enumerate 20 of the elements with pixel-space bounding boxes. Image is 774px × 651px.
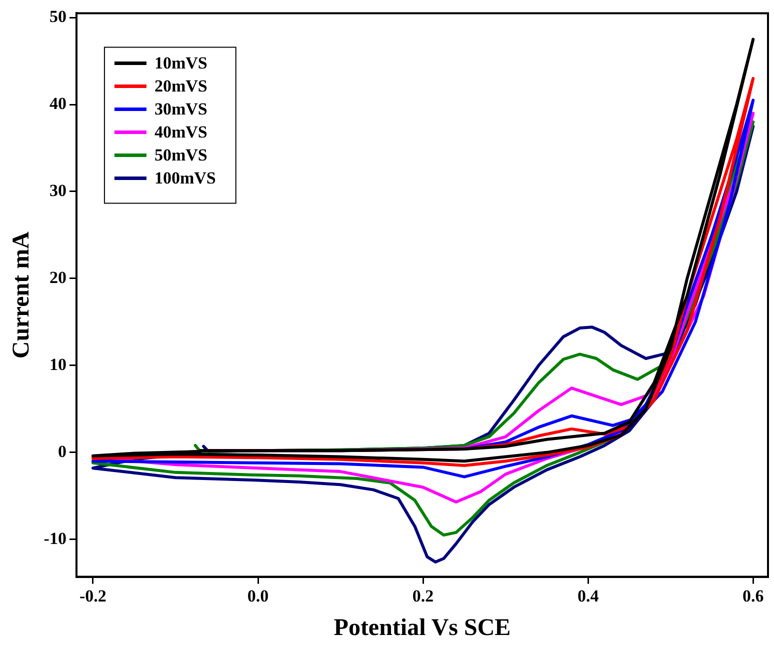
legend-label: 50mVS: [154, 146, 208, 165]
y-tick-label: -10: [44, 528, 66, 548]
y-tick-label: 10: [49, 354, 66, 374]
y-tick-label: 30: [49, 180, 66, 200]
x-tick-label: 0.0: [247, 586, 269, 606]
x-tick-label: -0.2: [80, 586, 106, 606]
legend-label: 30mVS: [154, 100, 208, 119]
y-tick-label: 40: [49, 94, 66, 113]
y-axis-title: Current mA: [8, 230, 35, 358]
y-tick-label: 20: [49, 268, 66, 287]
legend-label: 10mVS: [154, 54, 208, 73]
x-tick-label: 0.2: [412, 586, 434, 606]
x-axis-title: Potential Vs SCE: [334, 614, 511, 641]
y-tick-label: 0: [58, 442, 66, 461]
x-tick-label: 0.4: [577, 586, 600, 606]
y-tick-label: 50: [49, 6, 66, 26]
legend-label: 100mVS: [154, 168, 216, 188]
legend-label: 40mVS: [154, 122, 208, 142]
legend-label: 20mVS: [154, 76, 208, 96]
x-tick-label: 0.6: [742, 586, 764, 606]
